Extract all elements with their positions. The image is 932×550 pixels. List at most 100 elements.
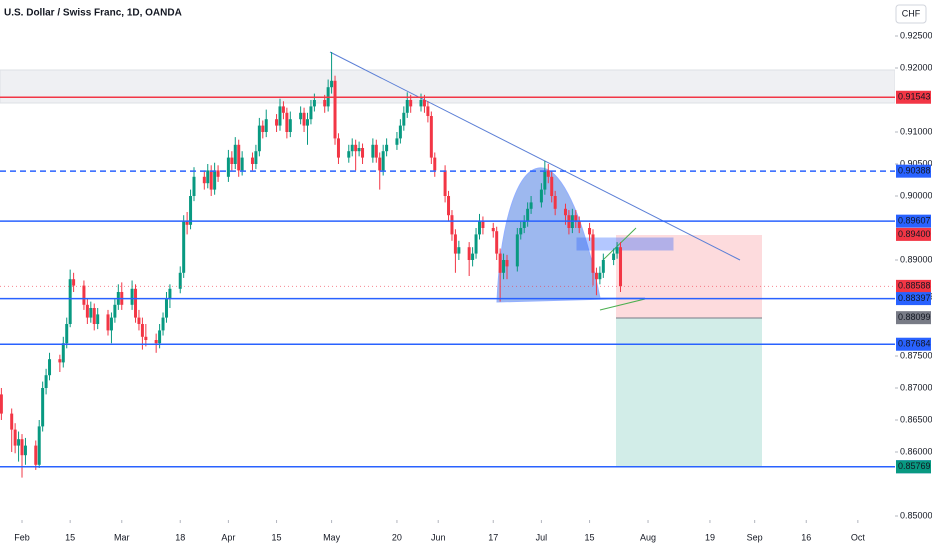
candle-body <box>471 253 475 260</box>
candle-body <box>261 125 265 132</box>
x-tick-label: 15 <box>585 532 595 542</box>
price-tag-label: 0.91543 <box>898 92 931 102</box>
price-tag <box>896 227 931 241</box>
candle-body <box>20 439 24 456</box>
candle-body <box>61 343 65 363</box>
candle-body <box>598 272 602 280</box>
candle-body <box>58 359 62 363</box>
x-tick-label: 19 <box>705 532 715 542</box>
stop-zone <box>616 235 762 318</box>
candle-body <box>546 170 550 177</box>
x-tick-label: May <box>323 532 341 542</box>
candle-body <box>209 170 213 190</box>
candle-body <box>323 100 327 107</box>
price-tag-label: 0.85769 <box>898 461 931 471</box>
candle-body <box>213 170 217 190</box>
candle-body <box>85 304 89 318</box>
candle-body <box>519 228 523 235</box>
candle-body <box>495 231 499 254</box>
y-tick-label: 0.85000 <box>900 510 932 520</box>
candle-body <box>109 317 113 331</box>
candle-body <box>378 157 382 171</box>
candle-body <box>350 144 354 152</box>
price-tag <box>896 164 931 178</box>
candle-body <box>419 100 423 107</box>
currency-label: CHF <box>902 8 921 18</box>
candle-body <box>254 151 258 164</box>
x-tick-label: 15 <box>65 532 75 542</box>
candle-body <box>539 189 543 203</box>
price-tag <box>896 292 931 306</box>
y-tick-label: 0.86500 <box>900 414 932 424</box>
x-tick-label: Jun <box>431 532 446 542</box>
price-tag <box>896 460 931 474</box>
candle-body <box>44 375 48 388</box>
x-tick-label: Aug <box>640 532 656 542</box>
candle-body <box>216 170 220 177</box>
candle-body <box>237 144 241 171</box>
candle-body <box>134 288 138 318</box>
y-tick-label: 0.87500 <box>900 350 932 360</box>
candle-body <box>543 170 547 190</box>
candle-body <box>240 157 244 171</box>
candle-body <box>96 314 100 324</box>
candle-body <box>230 157 234 164</box>
candle-body <box>34 445 38 465</box>
candle-body <box>502 260 506 273</box>
candle-body <box>154 340 158 344</box>
candle-body <box>591 234 595 273</box>
candle-body <box>505 260 509 267</box>
candle-body <box>336 138 340 158</box>
candle-body <box>278 106 282 126</box>
candle-body <box>285 112 289 132</box>
candle-body <box>371 144 375 158</box>
candle-body <box>395 138 399 145</box>
price-tag <box>896 337 931 351</box>
price-tag <box>896 214 931 228</box>
candle-body <box>422 100 426 107</box>
candle-body <box>522 221 526 228</box>
y-tick-label: 0.92000 <box>900 62 932 72</box>
y-tick-label: 0.89000 <box>900 254 932 264</box>
y-tick-label: 0.87000 <box>900 382 932 392</box>
y-tick-label: 0.92500 <box>900 30 932 40</box>
y-tick-label: 0.91000 <box>900 126 932 136</box>
resistance-zone <box>0 69 896 104</box>
price-tag-label: 0.90388 <box>898 166 931 176</box>
candle-body <box>357 148 361 152</box>
candle-body <box>158 330 162 344</box>
x-tick-label: 20 <box>392 532 402 542</box>
candle-body <box>92 308 96 324</box>
candle-body <box>481 221 485 228</box>
candle-body <box>553 196 557 209</box>
wedge-line <box>599 298 646 311</box>
candle-body <box>474 234 478 254</box>
candle-body <box>447 196 451 216</box>
candle-body <box>574 215 578 222</box>
y-tick-label: 0.90500 <box>900 158 932 168</box>
candle-body <box>41 388 45 427</box>
candle-body <box>140 324 144 337</box>
candle-body <box>113 304 117 318</box>
x-tick-label: Jul <box>536 532 548 542</box>
candle-body <box>615 247 619 254</box>
candle-body <box>13 429 17 446</box>
price-tag-label: 0.87684 <box>898 339 931 349</box>
candle-body <box>65 324 69 344</box>
candle-body <box>89 308 93 318</box>
candle-body <box>347 151 351 158</box>
price-tag-label: 0.88397 <box>898 293 931 303</box>
currency-box <box>895 4 927 24</box>
x-tick-label: Mar <box>114 532 130 542</box>
candle-body <box>550 176 554 196</box>
x-tick-label: 17 <box>488 532 498 542</box>
candle-body <box>233 144 237 164</box>
candle-body <box>588 228 592 235</box>
candle-body <box>106 314 110 331</box>
trend-line <box>329 51 741 261</box>
candle-body <box>10 413 14 430</box>
candle-body <box>82 285 86 305</box>
candle-body <box>450 215 454 235</box>
candle-body <box>381 151 385 171</box>
candle-body <box>491 228 495 232</box>
